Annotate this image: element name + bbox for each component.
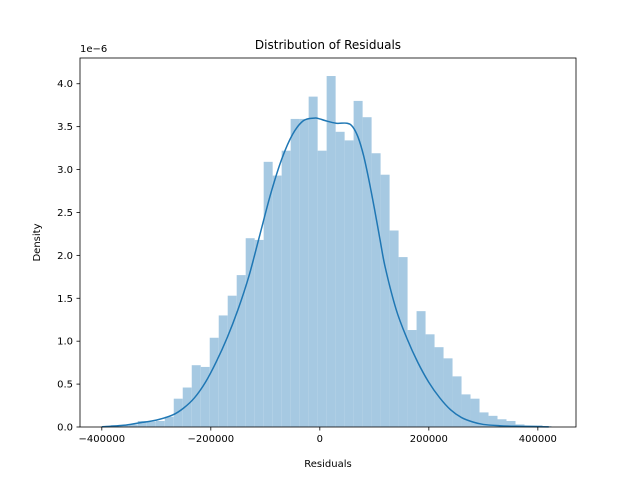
- histogram-bar: [308, 96, 318, 428]
- x-tick-label: 200000: [410, 434, 448, 445]
- histogram-bar: [182, 387, 192, 427]
- x-axis-ticks: −400000 −200000 0 200000 400000: [79, 427, 557, 445]
- histogram-bar: [164, 416, 174, 427]
- y-tick-label: 4.0: [57, 79, 73, 90]
- histogram-bar: [155, 420, 165, 427]
- x-tick-label: −400000: [79, 434, 126, 445]
- histogram-bar: [173, 398, 183, 427]
- histogram-bar: [254, 239, 264, 427]
- x-tick-label: 400000: [519, 434, 557, 445]
- histogram-bar: [335, 131, 345, 428]
- histogram-bar: [317, 150, 327, 427]
- histogram-bar: [119, 425, 129, 427]
- x-tick-label: 0: [317, 434, 323, 445]
- histogram-bar: [434, 347, 444, 427]
- x-axis-label: Residuals: [304, 459, 351, 470]
- histogram-bar: [470, 398, 480, 427]
- histogram-bar: [425, 334, 435, 427]
- y-tick-label: 1.5: [57, 294, 73, 305]
- histogram-bar: [137, 420, 147, 427]
- histogram-bar: [497, 419, 507, 427]
- histogram-bar: [353, 100, 363, 427]
- histogram-bar: [461, 394, 471, 427]
- histogram-bar: [272, 175, 282, 427]
- x-tick-label: −200000: [188, 434, 235, 445]
- histogram-bar: [245, 238, 255, 427]
- histogram-bar: [281, 150, 291, 427]
- histogram-bar: [326, 76, 336, 428]
- plot-frame: [79, 57, 577, 428]
- histogram-bar: [506, 420, 516, 427]
- histogram-bar: [389, 230, 399, 427]
- histogram-bar: [218, 315, 228, 427]
- y-axis-offset-text: 1e−6: [80, 44, 107, 55]
- y-tick-label: 2.0: [57, 251, 73, 262]
- y-axis-label: Density: [32, 223, 43, 261]
- y-tick-label: 0.0: [57, 423, 73, 434]
- histogram-bar: [398, 257, 408, 427]
- y-tick-label: 3.0: [57, 165, 73, 176]
- y-tick-label: 0.5: [57, 380, 73, 391]
- histogram-bar: [488, 415, 498, 427]
- histogram-bar: [128, 424, 138, 427]
- kde-curve: [101, 117, 549, 428]
- histogram-bar: [299, 118, 309, 428]
- histogram-bar: [344, 140, 354, 427]
- histogram-bar: [452, 376, 462, 427]
- histogram-bar: [380, 174, 390, 427]
- histogram-bar: [263, 161, 273, 427]
- y-tick-label: 2.5: [57, 208, 73, 219]
- histogram-bar: [236, 275, 246, 427]
- histogram-bar: [479, 412, 489, 427]
- y-tick-label: 1.0: [57, 337, 73, 348]
- y-tick-label: 3.5: [57, 122, 73, 133]
- histogram-bar: [443, 358, 453, 427]
- histogram-bar: [200, 366, 210, 427]
- histogram-bar: [362, 117, 372, 428]
- histogram-bar: [146, 421, 156, 427]
- histogram-bar: [227, 295, 237, 427]
- chart-title: Distribution of Residuals: [255, 38, 401, 52]
- y-axis-ticks: 0.0 0.5 1.0 1.5 2.0 2.5 3.0 3.5 4.0: [57, 79, 80, 434]
- histogram-bar: [371, 153, 381, 427]
- histogram-bars: [101, 76, 552, 428]
- histogram-bar: [209, 337, 219, 427]
- histogram-bar: [290, 118, 300, 428]
- histogram-bar: [407, 330, 417, 427]
